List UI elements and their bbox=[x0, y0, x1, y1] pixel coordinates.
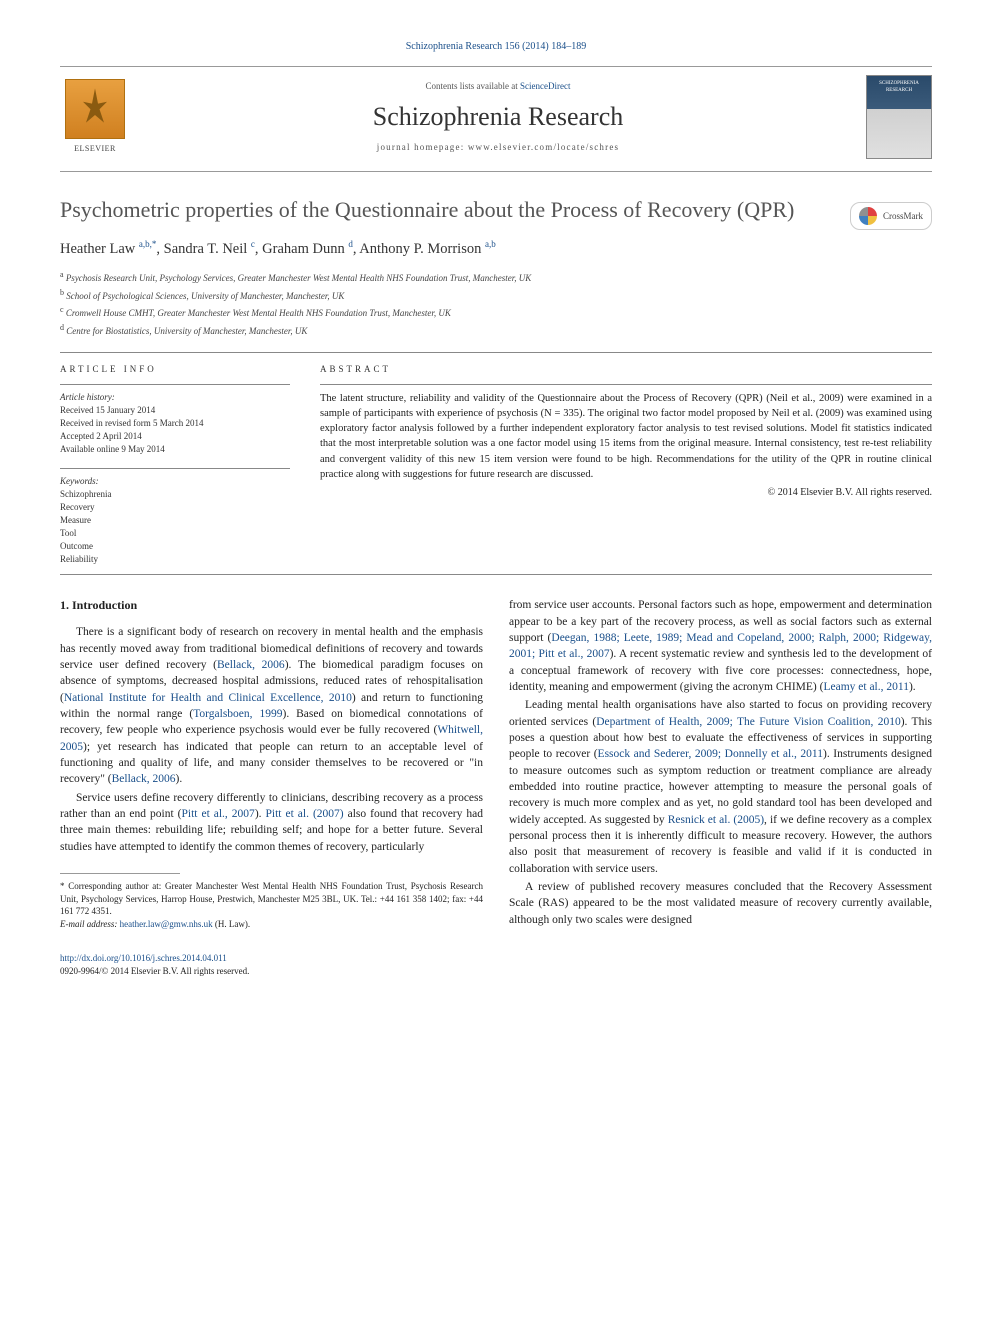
footnote-rule bbox=[60, 873, 180, 874]
email-suffix: (H. Law). bbox=[213, 919, 251, 929]
article-title: Psychometric properties of the Questionn… bbox=[60, 196, 830, 224]
divider-bottom bbox=[60, 574, 932, 575]
homepage-url: www.elsevier.com/locate/schres bbox=[468, 142, 619, 152]
para-r2: Leading mental health organisations have… bbox=[509, 697, 932, 877]
article-info-label: article info bbox=[60, 363, 290, 376]
keyword-3: Measure bbox=[60, 514, 290, 527]
homepage-line: journal homepage: www.elsevier.com/locat… bbox=[130, 141, 866, 154]
abstract-copyright: © 2014 Elsevier B.V. All rights reserved… bbox=[320, 486, 932, 500]
history-received: Received 15 January 2014 bbox=[60, 404, 290, 417]
author-3: Graham Dunn d bbox=[262, 241, 353, 257]
para-r3: A review of published recovery measures … bbox=[509, 879, 932, 928]
sciencedirect-link[interactable]: ScienceDirect bbox=[520, 81, 570, 91]
author-2: Sandra T. Neil c bbox=[164, 241, 255, 257]
keyword-6: Reliability bbox=[60, 553, 290, 566]
citation[interactable]: National Institute for Health and Clinic… bbox=[64, 692, 352, 704]
affiliation-c: c Cromwell House CMHT, Greater Mancheste… bbox=[60, 304, 932, 321]
divider bbox=[60, 352, 932, 353]
running-head: Schizophrenia Research 156 (2014) 184–18… bbox=[60, 40, 932, 54]
affiliation-d: d Centre for Biostatistics, University o… bbox=[60, 322, 932, 339]
elsevier-tree-icon bbox=[65, 79, 125, 139]
corresponding-author-footnote: * Corresponding author at: Greater Manch… bbox=[60, 880, 483, 930]
info-abstract-row: article info Article history: Received 1… bbox=[60, 363, 932, 566]
homepage-prefix: journal homepage: bbox=[377, 142, 468, 152]
keyword-2: Recovery bbox=[60, 501, 290, 514]
author-list: Heather Law a,b,*, Sandra T. Neil c, Gra… bbox=[60, 238, 932, 259]
history-label: Article history: bbox=[60, 391, 290, 404]
para-r1: from service user accounts. Personal fac… bbox=[509, 597, 932, 695]
crossmark-badge[interactable]: CrossMark bbox=[850, 202, 932, 230]
citation[interactable]: Torgalsboen, 1999 bbox=[193, 708, 282, 720]
affiliation-a: a Psychosis Research Unit, Psychology Se… bbox=[60, 269, 932, 286]
affiliations: a Psychosis Research Unit, Psychology Se… bbox=[60, 269, 932, 338]
journal-name: Schizophrenia Research bbox=[130, 99, 866, 135]
para-l1: There is a significant body of research … bbox=[60, 624, 483, 787]
contents-line: Contents lists available at ScienceDirec… bbox=[130, 80, 866, 93]
keyword-5: Outcome bbox=[60, 540, 290, 553]
section-heading-intro: 1. Introduction bbox=[60, 597, 483, 614]
affiliation-b: b School of Psychological Sciences, Univ… bbox=[60, 287, 932, 304]
citation[interactable]: Pitt et al., 2007 bbox=[182, 808, 255, 820]
corr-label: * Corresponding author at: bbox=[60, 881, 165, 891]
citation[interactable]: Bellack, 2006 bbox=[112, 773, 176, 785]
keywords-label: Keywords: bbox=[60, 475, 290, 488]
email-label: E-mail address: bbox=[60, 919, 120, 929]
abstract-text: The latent structure, reliability and va… bbox=[320, 384, 932, 482]
elsevier-text: ELSEVIER bbox=[74, 143, 116, 154]
elsevier-logo: ELSEVIER bbox=[60, 77, 130, 157]
citation[interactable]: Bellack, 2006 bbox=[217, 659, 285, 671]
right-column: from service user accounts. Personal fac… bbox=[509, 597, 932, 930]
keywords: Keywords: Schizophrenia Recovery Measure… bbox=[60, 468, 290, 566]
corr-email-link[interactable]: heather.law@gmw.nhs.uk bbox=[120, 919, 213, 929]
article-history: Article history: Received 15 January 201… bbox=[60, 384, 290, 456]
title-block: Psychometric properties of the Questionn… bbox=[60, 196, 932, 230]
doi-link[interactable]: http://dx.doi.org/10.1016/j.schres.2014.… bbox=[60, 953, 227, 963]
para-l2: Service users define recovery differentl… bbox=[60, 790, 483, 855]
page-footer: http://dx.doi.org/10.1016/j.schres.2014.… bbox=[60, 952, 932, 977]
masthead: ELSEVIER Contents lists available at Sci… bbox=[60, 66, 932, 172]
crossmark-label: CrossMark bbox=[883, 210, 923, 223]
crossmark-icon bbox=[859, 207, 877, 225]
history-revised: Received in revised form 5 March 2014 bbox=[60, 417, 290, 430]
citation[interactable]: Resnick et al. (2005) bbox=[668, 814, 764, 826]
author-4: Anthony P. Morrison a,b bbox=[359, 241, 495, 257]
abstract-label: abstract bbox=[320, 363, 932, 376]
body-columns: 1. Introduction There is a significant b… bbox=[60, 597, 932, 930]
abstract-col: abstract The latent structure, reliabili… bbox=[320, 363, 932, 566]
history-online: Available online 9 May 2014 bbox=[60, 443, 290, 456]
left-column: 1. Introduction There is a significant b… bbox=[60, 597, 483, 930]
journal-cover-thumb: SCHIZOPHRENIA RESEARCH bbox=[866, 75, 932, 159]
article-info-col: article info Article history: Received 1… bbox=[60, 363, 290, 566]
citation[interactable]: Pitt et al. (2007) bbox=[266, 808, 344, 820]
citation[interactable]: Leamy et al., 2011 bbox=[823, 681, 908, 693]
history-accepted: Accepted 2 April 2014 bbox=[60, 430, 290, 443]
issn-copyright: 0920-9964/© 2014 Elsevier B.V. All right… bbox=[60, 966, 249, 976]
keyword-4: Tool bbox=[60, 527, 290, 540]
citation[interactable]: Department of Health, 2009; The Future V… bbox=[596, 716, 900, 728]
author-1: Heather Law a,b,* bbox=[60, 241, 156, 257]
citation[interactable]: Essock and Sederer, 2009; Donnelly et al… bbox=[598, 748, 823, 760]
keyword-1: Schizophrenia bbox=[60, 488, 290, 501]
masthead-center: Contents lists available at ScienceDirec… bbox=[130, 80, 866, 154]
contents-prefix: Contents lists available at bbox=[426, 81, 520, 91]
